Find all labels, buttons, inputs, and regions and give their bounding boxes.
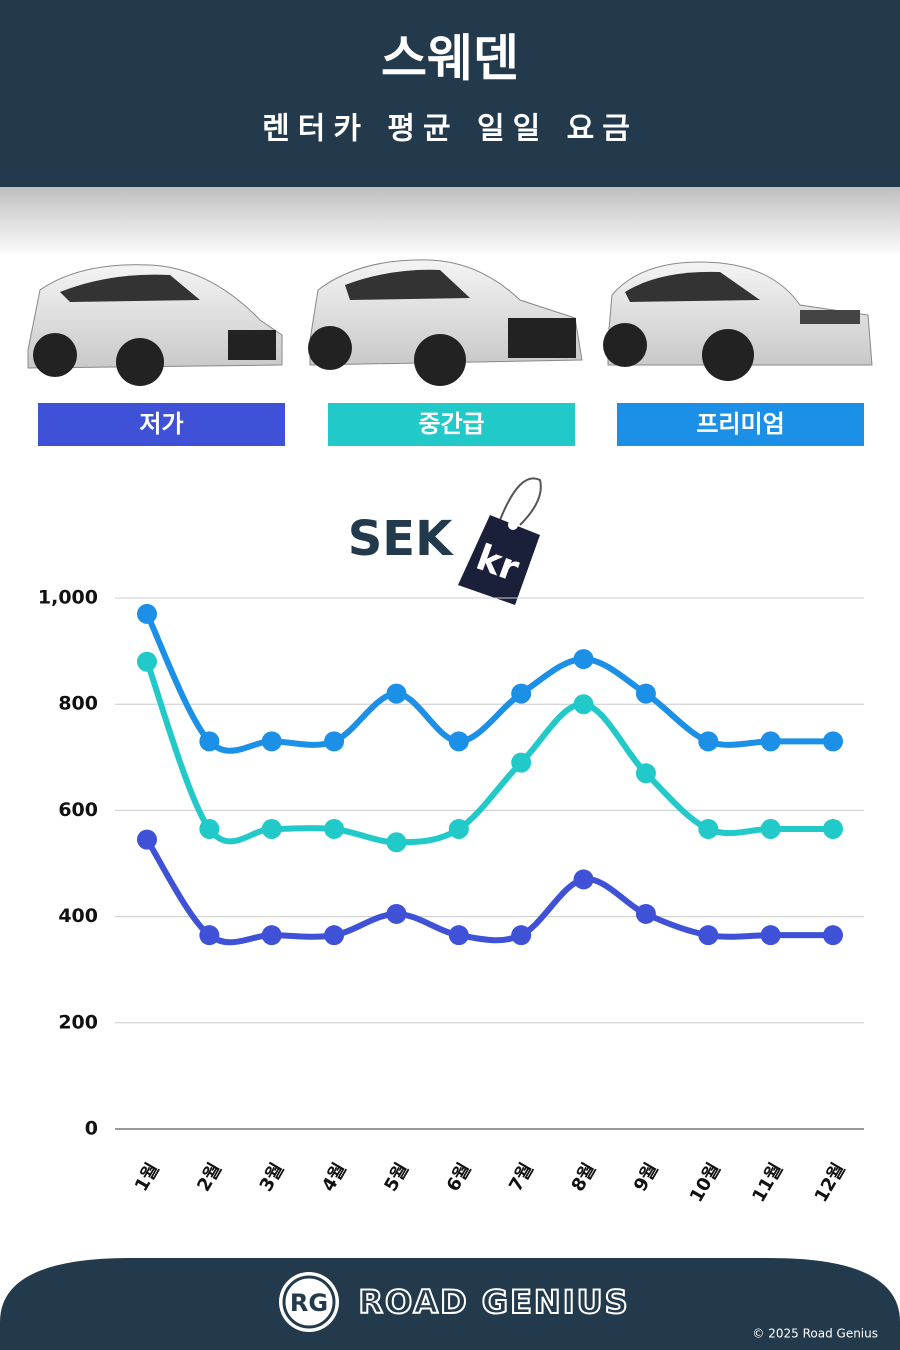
legend-label: 프리미엄 xyxy=(696,410,784,438)
data-point xyxy=(324,818,345,839)
data-point xyxy=(635,683,656,704)
logo-badge xyxy=(279,1272,339,1332)
y-tick-label: 600 xyxy=(58,799,98,821)
brand-name: ROAD GENIUS xyxy=(358,1283,629,1321)
data-point xyxy=(760,925,781,946)
data-point xyxy=(199,731,220,752)
y-tick-label: 200 xyxy=(58,1011,98,1033)
data-point xyxy=(199,818,220,839)
data-point xyxy=(448,731,469,752)
data-point xyxy=(635,903,656,924)
data-point xyxy=(261,818,282,839)
copyright: © 2025 Road Genius xyxy=(752,1327,878,1341)
header-shadow xyxy=(0,187,900,257)
legend-swatch xyxy=(617,403,864,446)
data-point xyxy=(698,818,719,839)
data-point xyxy=(511,925,532,946)
data-point xyxy=(823,818,843,839)
data-point xyxy=(760,818,781,839)
header-band xyxy=(0,0,900,187)
y-tick-label: 400 xyxy=(58,905,98,927)
data-point xyxy=(511,752,532,773)
legend-label: 중간급 xyxy=(418,410,484,438)
data-point xyxy=(448,818,469,839)
data-point xyxy=(573,649,594,670)
legend-swatch xyxy=(38,403,285,446)
data-point xyxy=(261,925,282,946)
y-tick-label: 800 xyxy=(58,693,98,715)
data-point xyxy=(573,694,594,715)
data-point xyxy=(324,925,345,946)
footer-band xyxy=(0,1258,900,1350)
car-image xyxy=(308,259,583,386)
logo-text: RG xyxy=(290,1289,328,1317)
data-point xyxy=(823,925,843,946)
data-point xyxy=(823,731,843,752)
logo-ring xyxy=(282,1275,336,1329)
data-point xyxy=(199,925,220,946)
data-point xyxy=(448,925,469,946)
car-image xyxy=(603,261,873,381)
data-point xyxy=(137,829,157,850)
price-tag xyxy=(458,477,542,605)
data-point xyxy=(635,763,656,784)
data-point xyxy=(573,869,594,890)
data-point xyxy=(511,683,532,704)
legend-swatch xyxy=(328,403,575,446)
data-point xyxy=(698,731,719,752)
data-point xyxy=(386,832,407,853)
y-tick-label: 0 xyxy=(85,1118,98,1140)
title: 스웨덴 xyxy=(381,30,519,88)
data-point xyxy=(137,603,157,624)
legend-label: 저가 xyxy=(139,410,183,438)
data-point xyxy=(386,903,407,924)
currency-code: SEK xyxy=(348,511,454,567)
y-tick-label: 1,000 xyxy=(38,587,98,609)
data-point xyxy=(261,731,282,752)
subtitle: 렌터카 평균 일일 요금 xyxy=(262,112,638,147)
data-point xyxy=(760,731,781,752)
data-point xyxy=(698,925,719,946)
data-point xyxy=(324,731,345,752)
car-image xyxy=(27,264,283,386)
data-point xyxy=(386,683,407,704)
data-point xyxy=(137,651,157,672)
